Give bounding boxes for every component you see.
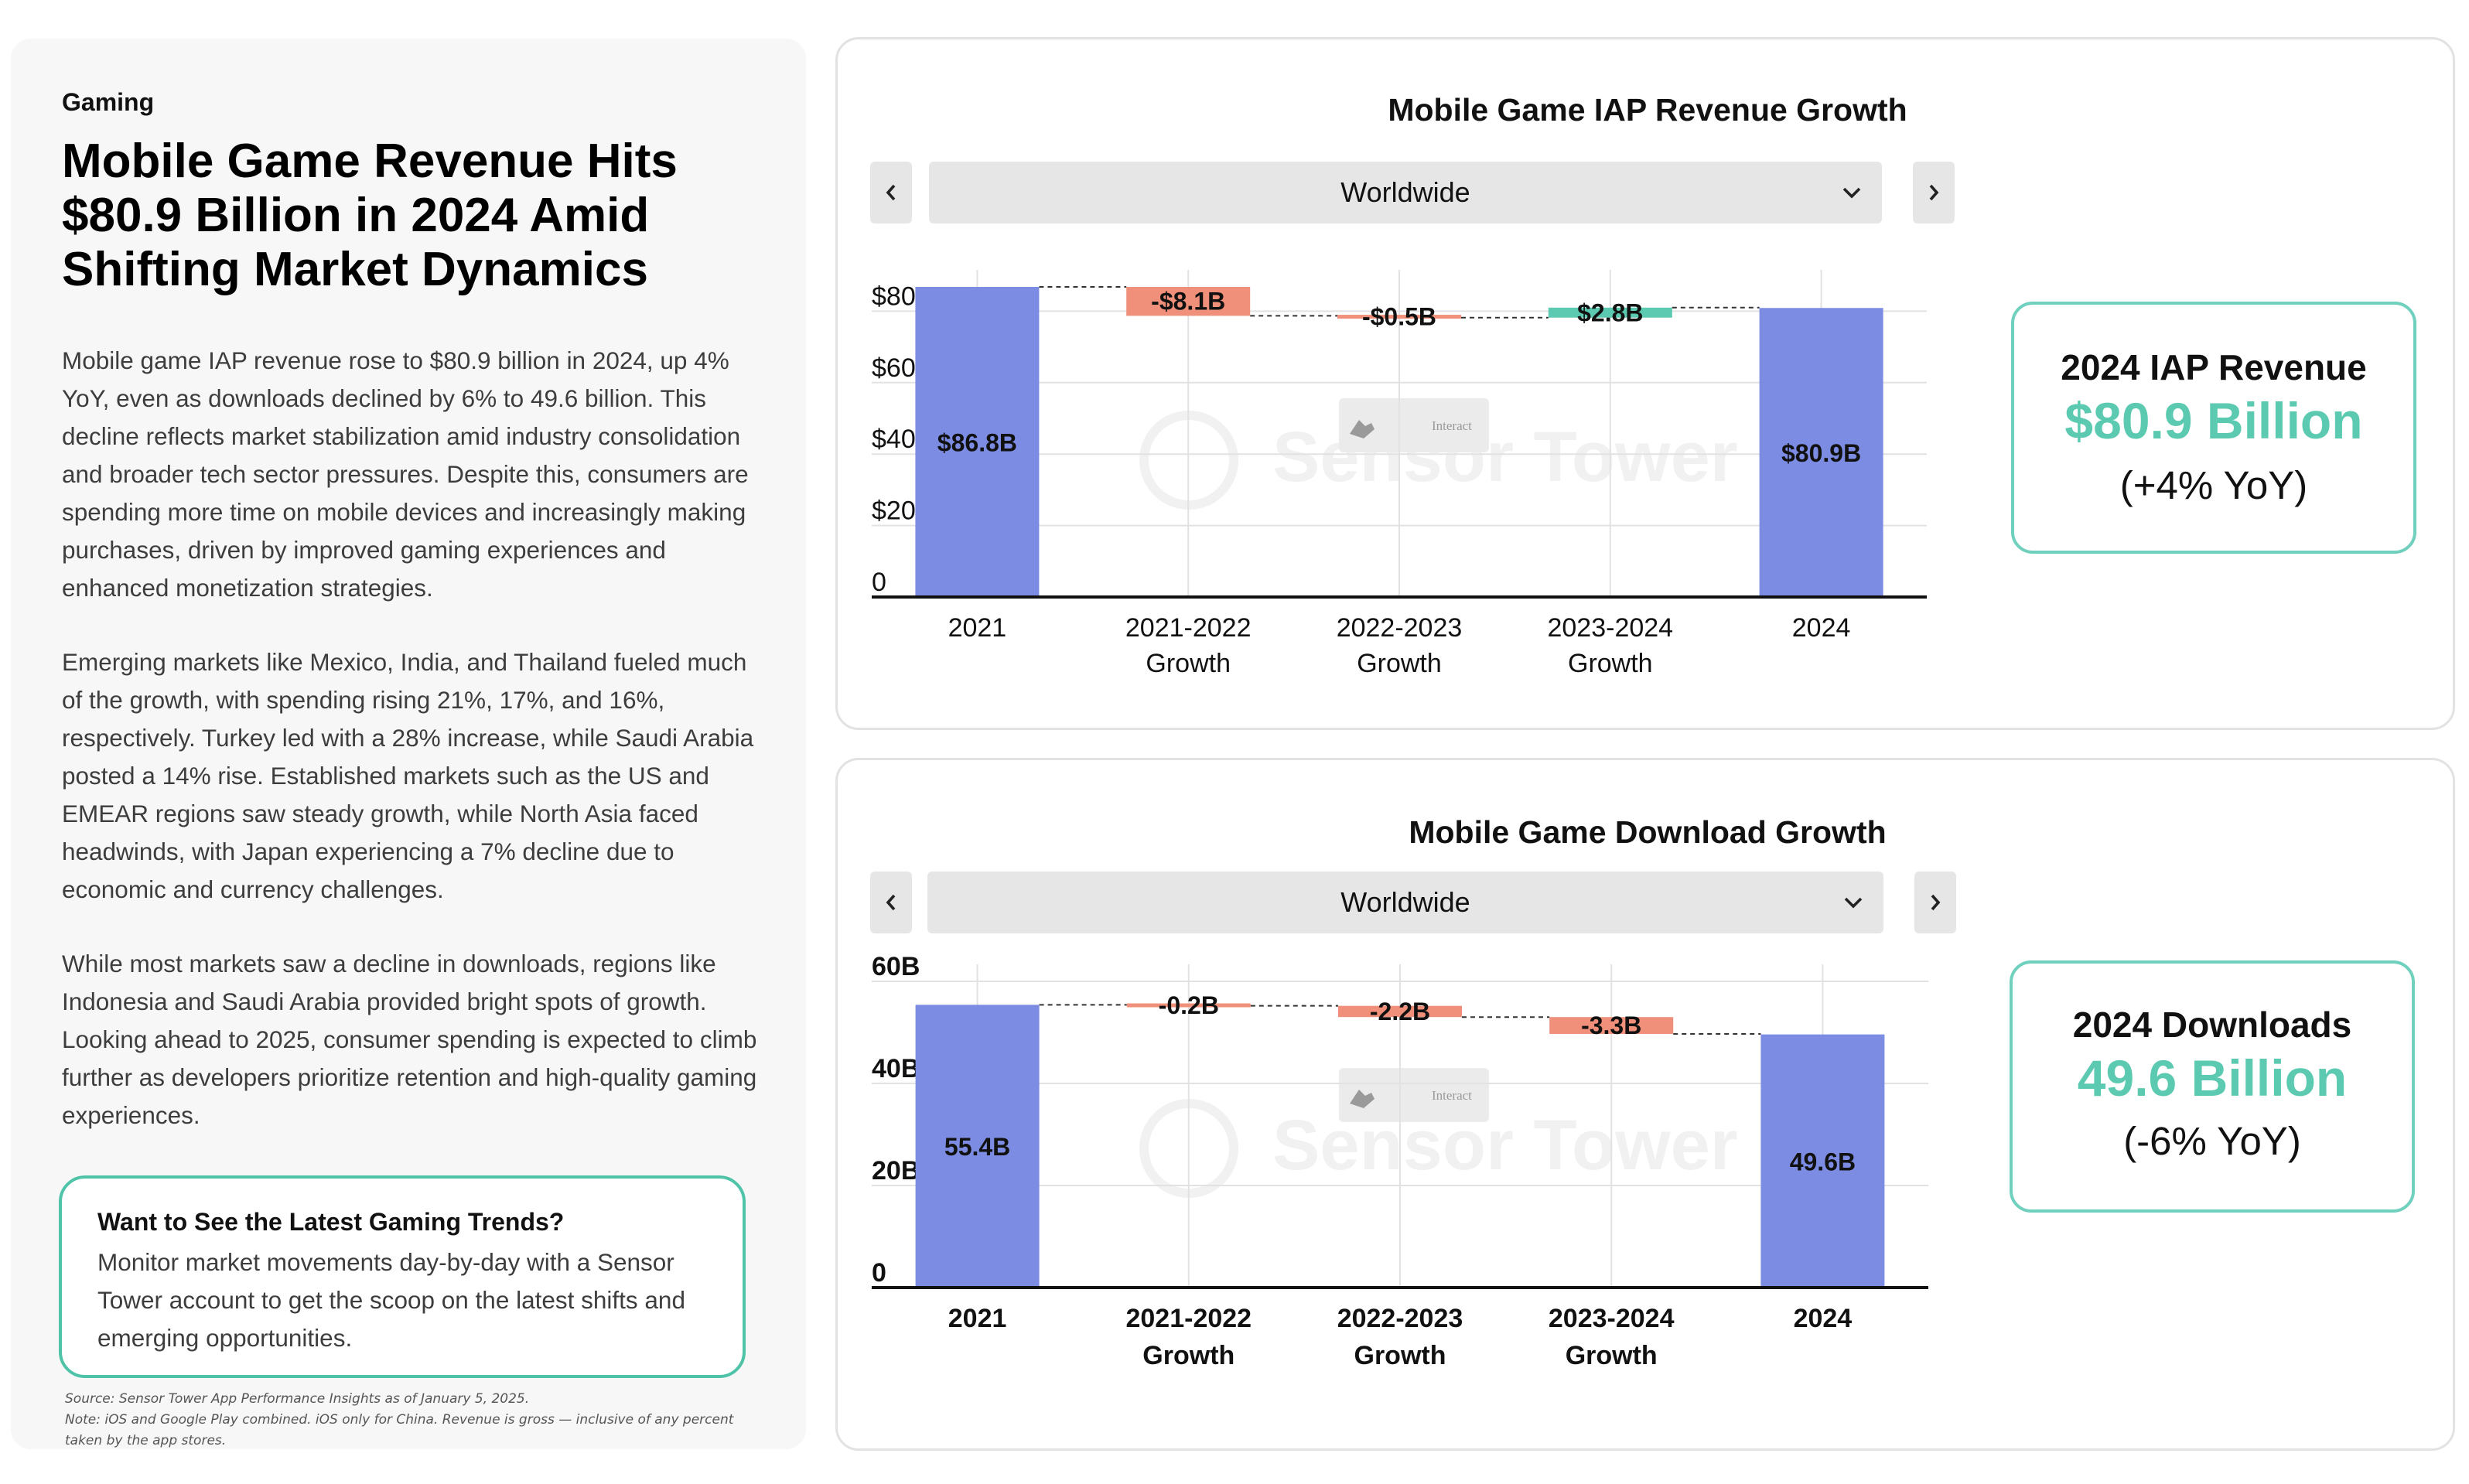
bar-value-label: $80.9B bbox=[1781, 439, 1861, 467]
region-select[interactable]: Worldwide bbox=[927, 872, 1883, 933]
y-tick-label: 0 bbox=[872, 568, 886, 597]
region-select[interactable]: Worldwide bbox=[929, 162, 1882, 223]
x-category-label: Growth bbox=[1142, 1341, 1234, 1370]
kpi-downloads: 2024 Downloads 49.6 Billion (-6% YoY) bbox=[2010, 960, 2415, 1213]
waterfall-bar bbox=[1548, 307, 1672, 318]
kpi-label: 2024 IAP Revenue bbox=[2061, 347, 2367, 387]
x-category-label: Growth bbox=[1146, 649, 1231, 678]
x-category-label: 2021 bbox=[948, 1304, 1007, 1333]
x-category-label: Growth bbox=[1354, 1341, 1446, 1370]
kpi-value: 49.6 Billion bbox=[2077, 1049, 2348, 1107]
interact-hint-text: Interact bbox=[1432, 1088, 1472, 1103]
revenue-waterfall-chart[interactable]: 0$20B$40B$60B$80B$86.8B-$8.1B-$0.5B $2.8B… bbox=[838, 39, 2457, 732]
x-category-label: Growth bbox=[1566, 1341, 1658, 1370]
chevron-right-icon bbox=[1931, 894, 1941, 911]
waterfall-bar bbox=[1338, 1005, 1462, 1018]
chevron-left-icon bbox=[886, 184, 896, 201]
x-category-label: 2023-2024 bbox=[1547, 613, 1673, 643]
x-category-label: 2022-2023 bbox=[1337, 1304, 1463, 1333]
bar-value-label: $2.8B bbox=[1577, 299, 1643, 326]
bar-value-label: -2.2B bbox=[1370, 998, 1430, 1025]
chart-title: Mobile Game Download Growth bbox=[1409, 814, 1887, 850]
prev-region-button[interactable] bbox=[870, 162, 912, 223]
waterfall-bar bbox=[1337, 315, 1461, 319]
region-select-value: Worldwide bbox=[1340, 886, 1470, 918]
source-note: Source: Sensor Tower App Performance Ins… bbox=[65, 1389, 746, 1452]
kpi-value: $80.9 Billion bbox=[2064, 392, 2363, 449]
chevron-left-icon bbox=[886, 894, 896, 911]
waterfall-bar bbox=[1126, 1003, 1251, 1008]
x-category-label: 2024 bbox=[1792, 613, 1851, 643]
y-tick-label: 20B bbox=[872, 1156, 920, 1185]
waterfall-bar bbox=[1126, 287, 1251, 316]
chevron-right-icon bbox=[1929, 184, 1939, 201]
y-tick-label: 40B bbox=[872, 1054, 920, 1083]
x-category-label: 2022-2023 bbox=[1337, 613, 1463, 643]
waterfall-bar bbox=[915, 1005, 1040, 1288]
interact-hint[interactable]: Interact bbox=[1339, 1068, 1489, 1122]
chevron-down-icon bbox=[1844, 897, 1863, 909]
article-paragraph: Emerging markets like Mexico, India, and… bbox=[62, 648, 754, 903]
category-label: Gaming bbox=[62, 88, 155, 116]
note-line: Note: iOS and Google Play combined. iOS … bbox=[65, 1412, 734, 1448]
chart-title: Mobile Game IAP Revenue Growth bbox=[1388, 92, 1907, 128]
x-category-label: Growth bbox=[1568, 649, 1653, 678]
article-panel: Gaming Mobile Game Revenue Hits $80.9 Bi… bbox=[11, 39, 806, 1449]
bar-value-label: 55.4B bbox=[944, 1133, 1010, 1161]
kpi-change: (+4% YoY) bbox=[2119, 463, 2308, 507]
kpi-change: (-6% YoY) bbox=[2123, 1119, 2301, 1163]
hand-pointer-icon bbox=[1350, 1090, 1375, 1108]
y-tick-label: 0 bbox=[872, 1258, 886, 1288]
bar-value-label: -3.3B bbox=[1581, 1012, 1641, 1039]
article-headline: Mobile Game Revenue Hits $80.9 Billion i… bbox=[62, 135, 678, 296]
region-select-value: Worldwide bbox=[1340, 176, 1470, 208]
chevron-down-icon bbox=[1842, 187, 1861, 199]
hand-pointer-icon bbox=[1350, 420, 1375, 438]
kpi-label: 2024 Downloads bbox=[2072, 1005, 2352, 1045]
bar-value-label: 49.6B bbox=[1790, 1148, 1856, 1175]
waterfall-bar bbox=[1760, 1034, 1885, 1288]
bar-value-label: $86.8B bbox=[937, 429, 1017, 457]
x-category-label: 2023-2024 bbox=[1549, 1304, 1675, 1333]
kpi-revenue: 2024 IAP Revenue $80.9 Billion (+4% YoY) bbox=[2011, 302, 2416, 554]
x-category-label: 2021 bbox=[948, 613, 1007, 643]
downloads-waterfall-chart[interactable]: 0 20B 40B 60B 55.4B -0.2B -2.2B -3.3B 49.6B 2021 2… bbox=[838, 760, 2457, 1453]
article-paragraph: Mobile game IAP revenue rose to $80.9 bi… bbox=[62, 346, 749, 602]
bar-value-label: -$8.1B bbox=[1151, 288, 1225, 316]
next-region-button[interactable] bbox=[1913, 162, 1955, 223]
interact-hint-text: Interact bbox=[1432, 418, 1472, 433]
bar-value-label: -0.2B bbox=[1159, 991, 1219, 1019]
waterfall-bar bbox=[1759, 308, 1883, 597]
x-category-label: 2021-2022 bbox=[1125, 1304, 1252, 1333]
x-category-label: 2021-2022 bbox=[1125, 613, 1252, 643]
x-category-label: 2024 bbox=[1794, 1304, 1853, 1333]
cta-text: Monitor market movements day-by-day with… bbox=[97, 1248, 685, 1352]
bar-value-label: -$0.5B bbox=[1362, 303, 1436, 331]
interact-hint[interactable]: Interact bbox=[1339, 398, 1489, 452]
waterfall-bar bbox=[1549, 1017, 1674, 1034]
waterfall-bar bbox=[915, 287, 1040, 597]
cta-title: Want to See the Latest Gaming Trends? bbox=[97, 1208, 565, 1236]
prev-region-button[interactable] bbox=[870, 872, 912, 933]
x-category-label: Growth bbox=[1357, 649, 1442, 678]
next-region-button[interactable] bbox=[1914, 872, 1956, 933]
source-line: Source: Sensor Tower App Performance Ins… bbox=[65, 1391, 530, 1407]
cta-box[interactable]: Want to See the Latest Gaming Trends? Mo… bbox=[59, 1175, 746, 1378]
article-paragraph: While most markets saw a decline in down… bbox=[62, 950, 757, 1129]
y-tick-label: 60B bbox=[872, 952, 920, 981]
